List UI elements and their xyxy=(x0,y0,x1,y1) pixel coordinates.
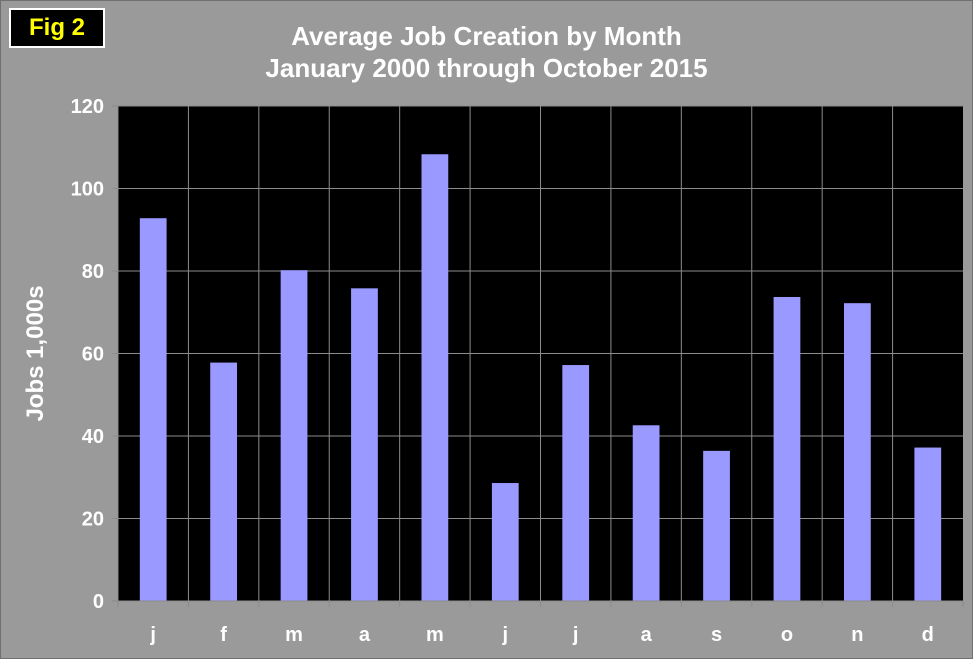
x-tick-label: j xyxy=(502,624,509,646)
bar xyxy=(562,365,590,601)
bar xyxy=(421,154,449,601)
x-tick-label: s xyxy=(711,624,722,646)
x-tick-label: a xyxy=(359,624,371,646)
x-tick-label: a xyxy=(641,624,653,646)
y-tick-label: 80 xyxy=(82,261,104,283)
y-tick-label: 20 xyxy=(82,509,104,531)
chart-subtitle: January 2000 through October 2015 xyxy=(265,53,708,83)
chart-title-block: Average Job Creation by Month January 20… xyxy=(0,20,973,84)
bar xyxy=(773,296,801,601)
bar xyxy=(139,218,167,601)
bar xyxy=(914,447,942,601)
bar xyxy=(351,288,378,601)
y-tick-label: 60 xyxy=(82,344,104,366)
y-tick-label: 0 xyxy=(93,591,104,613)
bar xyxy=(210,362,238,601)
bar xyxy=(843,303,871,601)
figure-badge: Fig 2 xyxy=(9,8,105,48)
y-tick-label: 40 xyxy=(82,426,104,448)
x-tick-label: n xyxy=(851,624,863,646)
bar xyxy=(632,425,660,601)
x-tick-label: j xyxy=(149,624,156,646)
plot-area-group: 0 20 40 60 80 100 120 j f m a m j j a s o n d Jobs 1,000s xyxy=(22,96,964,646)
x-tick-label: m xyxy=(285,624,303,646)
chart-title: Average Job Creation by Month xyxy=(291,21,682,51)
y-tick-label: 100 xyxy=(71,179,104,201)
bar xyxy=(280,270,308,601)
x-tick-label: j xyxy=(572,624,579,646)
x-tick-label: d xyxy=(922,624,934,646)
x-tick-label: f xyxy=(220,624,227,646)
bar xyxy=(491,483,519,601)
x-tick-label: o xyxy=(781,624,793,646)
y-axis-label: Jobs 1,000s xyxy=(22,285,49,421)
y-tick-label: 120 xyxy=(71,96,104,118)
bar xyxy=(703,450,730,601)
x-tick-label: m xyxy=(426,624,444,646)
